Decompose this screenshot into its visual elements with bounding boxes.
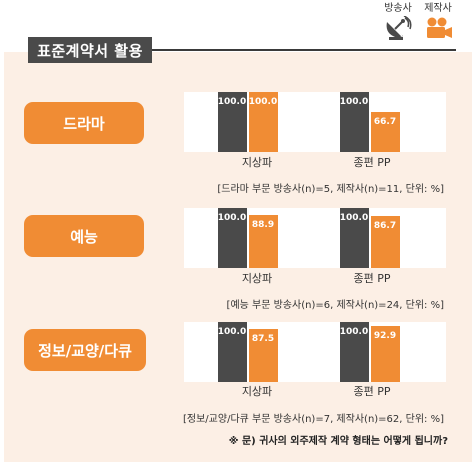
x-tick-label: 지상파: [241, 272, 273, 285]
category-variety: 예능: [24, 215, 144, 257]
bar-value-label: 100.0: [339, 327, 369, 337]
bar-value-label: 100.0: [217, 327, 247, 337]
bar-value-label: 92.9: [373, 331, 397, 341]
bar-producer: [249, 329, 278, 382]
bar-value-label: 100.0: [217, 97, 247, 107]
bar-broadcaster: [340, 322, 369, 382]
x-tick-label: 종편 PP: [353, 156, 391, 169]
bar-value-label: 100.0: [217, 213, 247, 223]
x-tick-label: 지상파: [241, 385, 273, 398]
bar-broadcaster: [218, 322, 247, 382]
bar-producer: [371, 112, 400, 152]
survey-question-footnote: ※ 문) 귀사의 외주제작 계약 형태는 어떻게 됩니까?: [228, 436, 448, 447]
legend-broadcaster-label: 방송사: [384, 3, 412, 14]
bar-broadcaster: [218, 92, 247, 152]
chart-note-drama: [드라마 부문 방송사(n)=5, 제작사(n)=11, 단위: %]: [217, 184, 444, 195]
title-underline: [152, 49, 456, 51]
bar-producer: [249, 92, 278, 152]
satellite-dish-icon: [386, 16, 412, 40]
bar-value-label: 100.0: [248, 97, 278, 107]
chart-drama: 100.0 100.0 100.0 66.7: [184, 92, 446, 152]
x-tick-label: 지상파: [241, 156, 273, 169]
video-camera-icon: [427, 17, 452, 38]
bar-value-label: 100.0: [339, 97, 369, 107]
bar-value-label: 88.9: [251, 220, 275, 230]
legend-producer-label: 제작사: [424, 3, 452, 14]
x-tick-label: 종편 PP: [353, 272, 391, 285]
bar-value-label: 87.5: [251, 334, 275, 344]
chart-variety: 100.0 88.9 100.0 86.7: [184, 208, 446, 268]
bar-producer: [371, 326, 400, 382]
bar-broadcaster: [340, 208, 369, 268]
bar-value-label: 66.7: [373, 117, 397, 127]
bar-broadcaster: [340, 92, 369, 152]
page-title: 표준계약서 활용: [28, 37, 152, 63]
bar-producer: [371, 216, 400, 268]
category-drama: 드라마: [24, 102, 144, 144]
category-info-culture-docu: 정보/교양/다큐: [24, 329, 146, 371]
x-tick-label: 종편 PP: [353, 385, 391, 398]
legend-producer: 제작사: [420, 2, 456, 40]
bar-value-label: 86.7: [373, 221, 397, 231]
bar-value-label: 100.0: [339, 213, 369, 223]
bar-broadcaster: [218, 208, 247, 268]
chart-note-variety: [예능 부문 방송사(n)=6, 제작사(n)=24, 단위: %]: [226, 300, 444, 311]
chart-info-culture-docu: 100.0 87.5 100.0 92.9: [184, 322, 446, 382]
legend-broadcaster: 방송사: [380, 2, 416, 40]
bar-producer: [249, 215, 278, 268]
chart-note-info-culture-docu: [정보/교양/다큐 부문 방송사(n)=7, 제작사(n)=62, 단위: %]: [183, 414, 444, 425]
